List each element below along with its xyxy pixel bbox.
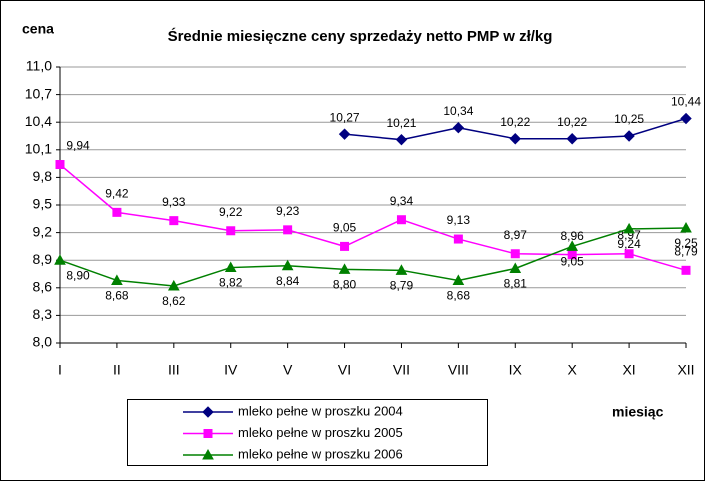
point <box>202 448 214 460</box>
series-line <box>59 227 687 287</box>
point <box>203 429 213 438</box>
chart-title: Średnie miesięczne ceny sprzedaży netto … <box>168 27 553 45</box>
x-tick-label: X <box>568 362 578 378</box>
data-label: 9,23 <box>276 204 300 218</box>
data-label: 10,44 <box>671 95 701 109</box>
data-label: 8,62 <box>162 294 186 308</box>
point <box>224 261 237 273</box>
x-tick-label: IV <box>224 362 238 378</box>
point <box>566 240 579 251</box>
point <box>112 207 122 217</box>
series-line <box>59 163 687 272</box>
point <box>510 249 520 259</box>
point <box>452 122 465 134</box>
data-label: 10,25 <box>614 112 644 126</box>
x-tick-label: V <box>283 362 293 378</box>
point <box>623 222 635 234</box>
x-tick-label: III <box>168 362 180 378</box>
data-label: 8,84 <box>276 274 300 288</box>
y-tick-label: 10,7 <box>25 85 52 101</box>
data-label: 9,24 <box>617 237 641 251</box>
point <box>680 221 692 233</box>
x-tick-label: VI <box>338 362 351 378</box>
x-tick-label: II <box>113 362 121 378</box>
point <box>338 128 351 140</box>
data-label: 8,97 <box>504 228 528 242</box>
data-label: 8,96 <box>561 229 585 243</box>
data-label: 9,13 <box>447 213 471 227</box>
point <box>395 133 408 146</box>
y-tick-label: 8,6 <box>33 279 53 295</box>
data-label: 10,34 <box>443 104 473 118</box>
point <box>111 274 123 285</box>
data-label: 8,79 <box>390 278 414 292</box>
x-tick-label: XII <box>677 362 694 378</box>
y-tick-label: 9,5 <box>33 196 53 212</box>
y-tick-label: 9,8 <box>33 168 53 184</box>
data-label: 8,81 <box>504 277 528 291</box>
point <box>169 216 179 226</box>
point <box>396 215 406 225</box>
point <box>624 249 634 259</box>
data-label: 8,68 <box>447 289 471 303</box>
point <box>226 226 236 236</box>
y-tick-label: 8,9 <box>33 251 53 267</box>
y-tick-label: 11,0 <box>26 58 52 74</box>
x-tick-label: VII <box>393 362 410 378</box>
y-tick-label: 10,4 <box>25 113 52 129</box>
y-tick-label: 8,0 <box>33 334 53 350</box>
point <box>509 262 522 273</box>
point <box>623 130 635 142</box>
legend-label: mleko pełne w proszku 2005 <box>238 425 403 440</box>
data-label: 10,27 <box>330 110 360 124</box>
x-tick-label: VIII <box>448 362 469 378</box>
point <box>54 254 66 265</box>
data-label: 10,22 <box>557 115 587 129</box>
point <box>509 133 521 145</box>
point <box>566 133 578 145</box>
y-axis-label: cena <box>22 21 54 37</box>
point <box>680 112 692 125</box>
y-tick-label: 9,2 <box>33 223 53 239</box>
data-label: 8,82 <box>219 276 243 290</box>
x-tick-label: I <box>58 362 62 378</box>
point <box>281 259 294 271</box>
data-label: 10,22 <box>500 115 530 129</box>
point <box>395 264 408 275</box>
point <box>452 274 465 285</box>
point <box>340 241 350 251</box>
point <box>202 406 214 418</box>
legend-label: mleko pełne w proszku 2004 <box>238 403 403 418</box>
x-axis-label: miesiąc <box>612 404 664 420</box>
data-label: 9,05 <box>333 221 357 235</box>
point <box>55 160 65 170</box>
data-label: 9,22 <box>219 205 243 219</box>
x-tick-label: IX <box>509 362 523 378</box>
point <box>681 265 691 275</box>
point <box>167 279 180 291</box>
data-label: 9,05 <box>561 255 585 269</box>
data-label: 8,90 <box>66 268 90 282</box>
y-tick-label: 10,1 <box>25 141 52 157</box>
data-label: 9,34 <box>390 194 414 208</box>
legend-label: mleko pełne w proszku 2006 <box>238 446 403 461</box>
data-label: 9,33 <box>162 195 186 209</box>
data-label: 8,68 <box>105 289 129 303</box>
data-label: 8,80 <box>333 278 357 292</box>
data-label: 9,25 <box>674 236 698 250</box>
point <box>283 225 293 235</box>
data-label: 9,94 <box>66 139 90 153</box>
point <box>338 263 351 274</box>
data-label: 8,79 <box>674 244 698 258</box>
x-tick-label: XI <box>622 362 635 378</box>
data-label: 10,21 <box>386 116 416 130</box>
data-label: 9,42 <box>105 187 129 201</box>
point <box>453 234 463 244</box>
y-tick-label: 8,3 <box>33 306 53 322</box>
